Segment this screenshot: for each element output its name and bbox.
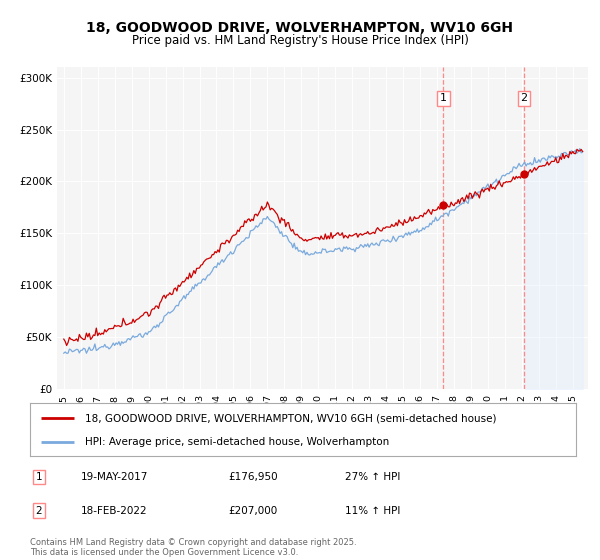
Text: 18, GOODWOOD DRIVE, WOLVERHAMPTON, WV10 6GH: 18, GOODWOOD DRIVE, WOLVERHAMPTON, WV10 … (86, 21, 514, 35)
Text: 1: 1 (440, 94, 447, 104)
Text: 11% ↑ HPI: 11% ↑ HPI (345, 506, 400, 516)
Text: 2: 2 (35, 506, 43, 516)
Text: 2: 2 (520, 94, 527, 104)
Text: £176,950: £176,950 (228, 472, 278, 482)
Text: 18, GOODWOOD DRIVE, WOLVERHAMPTON, WV10 6GH (semi-detached house): 18, GOODWOOD DRIVE, WOLVERHAMPTON, WV10 … (85, 413, 496, 423)
Text: Contains HM Land Registry data © Crown copyright and database right 2025.
This d: Contains HM Land Registry data © Crown c… (30, 538, 356, 557)
Text: Price paid vs. HM Land Registry's House Price Index (HPI): Price paid vs. HM Land Registry's House … (131, 34, 469, 46)
Text: 19-MAY-2017: 19-MAY-2017 (81, 472, 148, 482)
Text: 1: 1 (35, 472, 43, 482)
Text: 27% ↑ HPI: 27% ↑ HPI (345, 472, 400, 482)
Text: HPI: Average price, semi-detached house, Wolverhampton: HPI: Average price, semi-detached house,… (85, 436, 389, 446)
Text: £207,000: £207,000 (228, 506, 277, 516)
Text: 18-FEB-2022: 18-FEB-2022 (81, 506, 148, 516)
